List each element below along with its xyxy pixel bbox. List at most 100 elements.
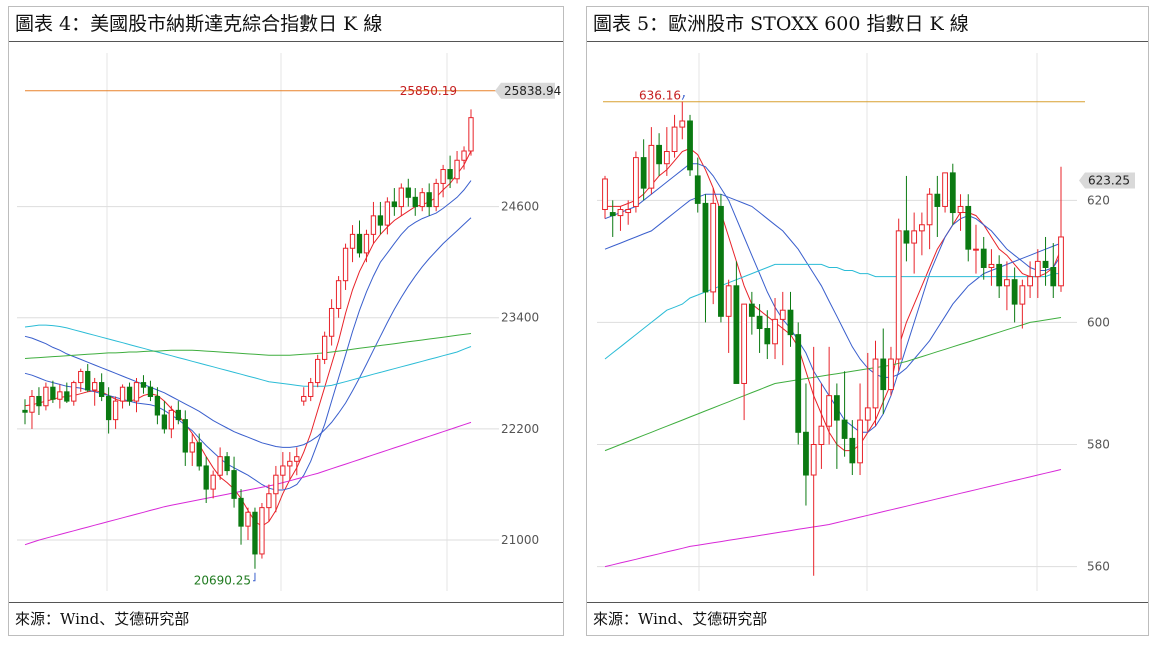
candle-body bbox=[795, 334, 802, 433]
candle-body bbox=[718, 205, 724, 317]
moving-average-line bbox=[24, 333, 472, 359]
y-tick-label: 22200 bbox=[501, 422, 539, 436]
candle-body bbox=[857, 419, 863, 464]
candle-body bbox=[203, 465, 209, 490]
low-value-label: 20690.25 bbox=[194, 574, 251, 588]
candle-body bbox=[957, 205, 964, 214]
moving-average-line bbox=[24, 324, 472, 387]
chart-panel-nasdaq: 圖表 4：美國股市納斯達克綜合指數日 K 線 21000 22200 23400 24… bbox=[8, 6, 564, 636]
candle-body bbox=[1027, 276, 1033, 287]
y-tick-label: 24600 bbox=[501, 200, 539, 214]
candle-body bbox=[1019, 285, 1026, 305]
candle-body bbox=[384, 201, 391, 226]
candle-body bbox=[105, 395, 112, 421]
candle-body bbox=[779, 309, 786, 320]
chart-source: 來源：Wind、艾德研究部 bbox=[9, 602, 563, 635]
candle-body bbox=[748, 303, 755, 317]
candle-body bbox=[849, 437, 856, 464]
y-tick-label: 560 bbox=[1087, 560, 1110, 574]
moving-average-line bbox=[605, 147, 1062, 452]
candle-body bbox=[1034, 260, 1041, 278]
candle-body bbox=[872, 358, 879, 409]
moving-average-line bbox=[604, 317, 1062, 452]
candle-body bbox=[1050, 266, 1057, 287]
candle-body bbox=[1058, 236, 1064, 287]
candle-body bbox=[356, 233, 363, 254]
candle-body bbox=[895, 230, 902, 360]
candle-body bbox=[294, 456, 300, 462]
candle-body bbox=[161, 414, 168, 430]
candle-body bbox=[217, 456, 223, 476]
candle-body bbox=[625, 208, 632, 214]
moving-average-line bbox=[604, 193, 1062, 378]
candle-body bbox=[633, 157, 639, 207]
candle-body bbox=[196, 442, 202, 467]
candle-body bbox=[841, 419, 848, 439]
candle-body bbox=[182, 419, 188, 453]
moving-average-line bbox=[24, 217, 472, 448]
current-value-tag bbox=[495, 82, 555, 99]
moving-average-line bbox=[604, 263, 1061, 360]
candle-body bbox=[679, 120, 686, 128]
candle-body bbox=[301, 395, 307, 402]
candle-body bbox=[405, 187, 411, 198]
candle-body bbox=[370, 215, 377, 235]
candle-body bbox=[461, 150, 467, 161]
candle-body bbox=[640, 157, 647, 189]
candle-body bbox=[78, 370, 84, 384]
candle-body bbox=[864, 407, 871, 421]
y-tick-label: 580 bbox=[1087, 438, 1110, 452]
candle-body bbox=[926, 193, 933, 226]
candle-body bbox=[617, 208, 624, 217]
candle-body bbox=[756, 315, 763, 330]
candle-body bbox=[918, 224, 925, 232]
y-tick-label: 600 bbox=[1087, 315, 1110, 329]
candle-body bbox=[602, 178, 608, 210]
candle-body bbox=[810, 444, 817, 476]
candle-body bbox=[363, 233, 370, 254]
candle-body bbox=[36, 395, 42, 407]
candle-body bbox=[98, 382, 105, 397]
candle-body bbox=[1011, 279, 1018, 305]
current-value-label: 25838.94 bbox=[504, 84, 561, 98]
candle-body bbox=[252, 511, 258, 555]
candle-body bbox=[764, 328, 771, 345]
candle-body bbox=[880, 358, 887, 391]
candle-body bbox=[22, 409, 28, 413]
y-tick-label: 21000 bbox=[501, 533, 539, 547]
candle-body bbox=[377, 215, 384, 226]
nasdaq-candlestick-chart: 21000 22200 23400 24600 25838.94 25850.19 2069… bbox=[17, 53, 561, 591]
candle-body bbox=[965, 205, 972, 250]
candle-body bbox=[231, 470, 237, 499]
moving-average-line bbox=[604, 469, 1062, 568]
candle-body bbox=[57, 391, 63, 400]
candle-body bbox=[71, 382, 77, 402]
candle-body bbox=[210, 474, 216, 490]
candle-body bbox=[133, 382, 140, 402]
candle-body bbox=[826, 395, 833, 427]
moving-average-line bbox=[24, 180, 472, 491]
candle-body bbox=[988, 263, 995, 268]
candle-body bbox=[942, 172, 948, 207]
candle-body bbox=[238, 497, 244, 527]
candle-body bbox=[671, 126, 678, 153]
candle-body bbox=[694, 175, 701, 204]
chart-title: 圖表 5：歐洲股市 STOXX 600 指數日 K 線 bbox=[587, 7, 1148, 42]
candle-body bbox=[702, 202, 709, 293]
y-tick-label: 620 bbox=[1087, 193, 1110, 207]
stoxx600-candlestick-chart: 560 580 600 620 623.25 636.16 bbox=[597, 53, 1135, 591]
candle-body bbox=[419, 192, 425, 208]
candle-body bbox=[949, 172, 956, 214]
candle-body bbox=[787, 309, 794, 336]
candle-body bbox=[50, 386, 56, 400]
candle-body bbox=[426, 192, 432, 208]
high-value-pointer bbox=[681, 95, 686, 100]
candle-body bbox=[1042, 260, 1049, 268]
candle-body bbox=[818, 425, 825, 446]
moving-average-line bbox=[24, 421, 472, 546]
candle-body bbox=[189, 442, 195, 453]
candle-body bbox=[911, 230, 918, 244]
candle-body bbox=[725, 285, 732, 317]
candle-body bbox=[308, 382, 314, 397]
candle-body bbox=[440, 169, 446, 184]
